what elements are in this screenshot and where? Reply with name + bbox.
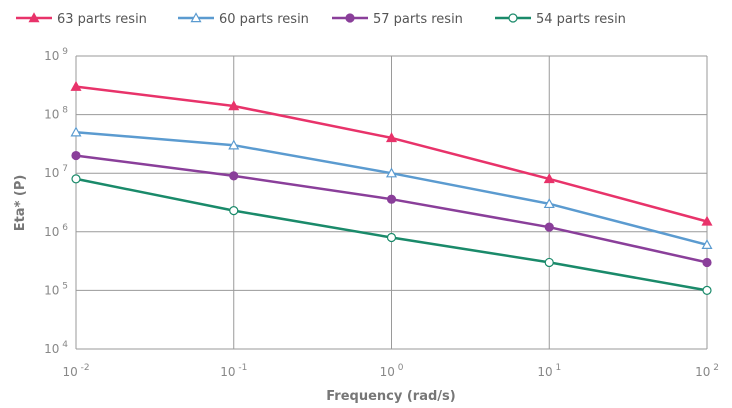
data-point-1-0 xyxy=(70,126,82,137)
x-tick-label-0: 10 -2 xyxy=(62,363,89,379)
legend-item-1: 60 parts resin xyxy=(178,12,309,27)
data-point-1-4 xyxy=(701,239,713,250)
series-group xyxy=(70,80,713,295)
data-point-3-1 xyxy=(229,206,239,216)
legend-label-3: 54 parts resin xyxy=(536,12,626,27)
data-point-2-4 xyxy=(702,257,712,268)
legend-item-0: 63 parts resin xyxy=(16,12,147,27)
y-tick-label-4: 10 8 xyxy=(44,106,68,122)
legend-marker-0 xyxy=(28,12,40,23)
x-tick-label-1: 10 -1 xyxy=(220,363,247,379)
data-point-3-0 xyxy=(71,174,81,184)
y-tick-label-2: 10 6 xyxy=(44,223,68,239)
y-tick-label-5: 10 9 xyxy=(44,47,68,63)
data-point-0-0 xyxy=(70,80,82,91)
legend-label-1: 60 parts resin xyxy=(219,12,309,27)
legend-item-3: 54 parts resin xyxy=(495,12,626,27)
legend-marker-1 xyxy=(190,12,202,23)
y-tick-label-3: 10 7 xyxy=(44,164,68,180)
x-axis-title: Frequency (rad/s) xyxy=(326,389,455,404)
data-point-2-3 xyxy=(544,222,554,232)
data-point-0-1 xyxy=(228,100,240,111)
data-point-1-1 xyxy=(228,139,240,150)
data-point-3-2 xyxy=(386,232,397,243)
data-point-3-4 xyxy=(702,285,712,295)
y-tick-label-0: 10 4 xyxy=(44,340,68,356)
series-0 xyxy=(70,80,713,226)
legend-label-2: 57 parts resin xyxy=(373,12,463,27)
data-point-2-2 xyxy=(386,194,397,204)
data-point-1-2 xyxy=(385,167,398,178)
x-tick-labels: 10 -2 10 -1 10 0 10 1 10 2 xyxy=(62,363,719,379)
series-2 xyxy=(71,150,712,268)
legend-marker-2 xyxy=(345,13,355,23)
data-point-0-3 xyxy=(543,173,555,184)
legend-marker-3 xyxy=(508,13,518,23)
y-tick-labels: 10 4 10 5 10 6 10 7 10 8 10 9 xyxy=(44,47,68,356)
y-tick-label-1: 10 5 xyxy=(44,281,68,297)
series-1 xyxy=(70,126,713,250)
data-point-0-2 xyxy=(385,132,398,143)
x-tick-label-2: 10 0 xyxy=(380,363,404,379)
x-tick-label-3: 10 1 xyxy=(537,363,561,379)
data-point-3-3 xyxy=(544,257,554,268)
legend: 63 parts resin 60 parts resin 57 parts res… xyxy=(16,12,626,27)
data-point-2-1 xyxy=(229,171,239,181)
data-point-1-3 xyxy=(543,198,555,209)
legend-label-0: 63 parts resin xyxy=(57,12,147,27)
y-axis-title: Eta* (P) xyxy=(13,175,28,232)
legend-item-2: 57 parts resin xyxy=(332,12,463,27)
series-3 xyxy=(71,174,712,295)
data-point-2-0 xyxy=(71,150,81,161)
data-point-0-4 xyxy=(701,215,713,226)
x-tick-label-4: 10 2 xyxy=(695,363,719,379)
